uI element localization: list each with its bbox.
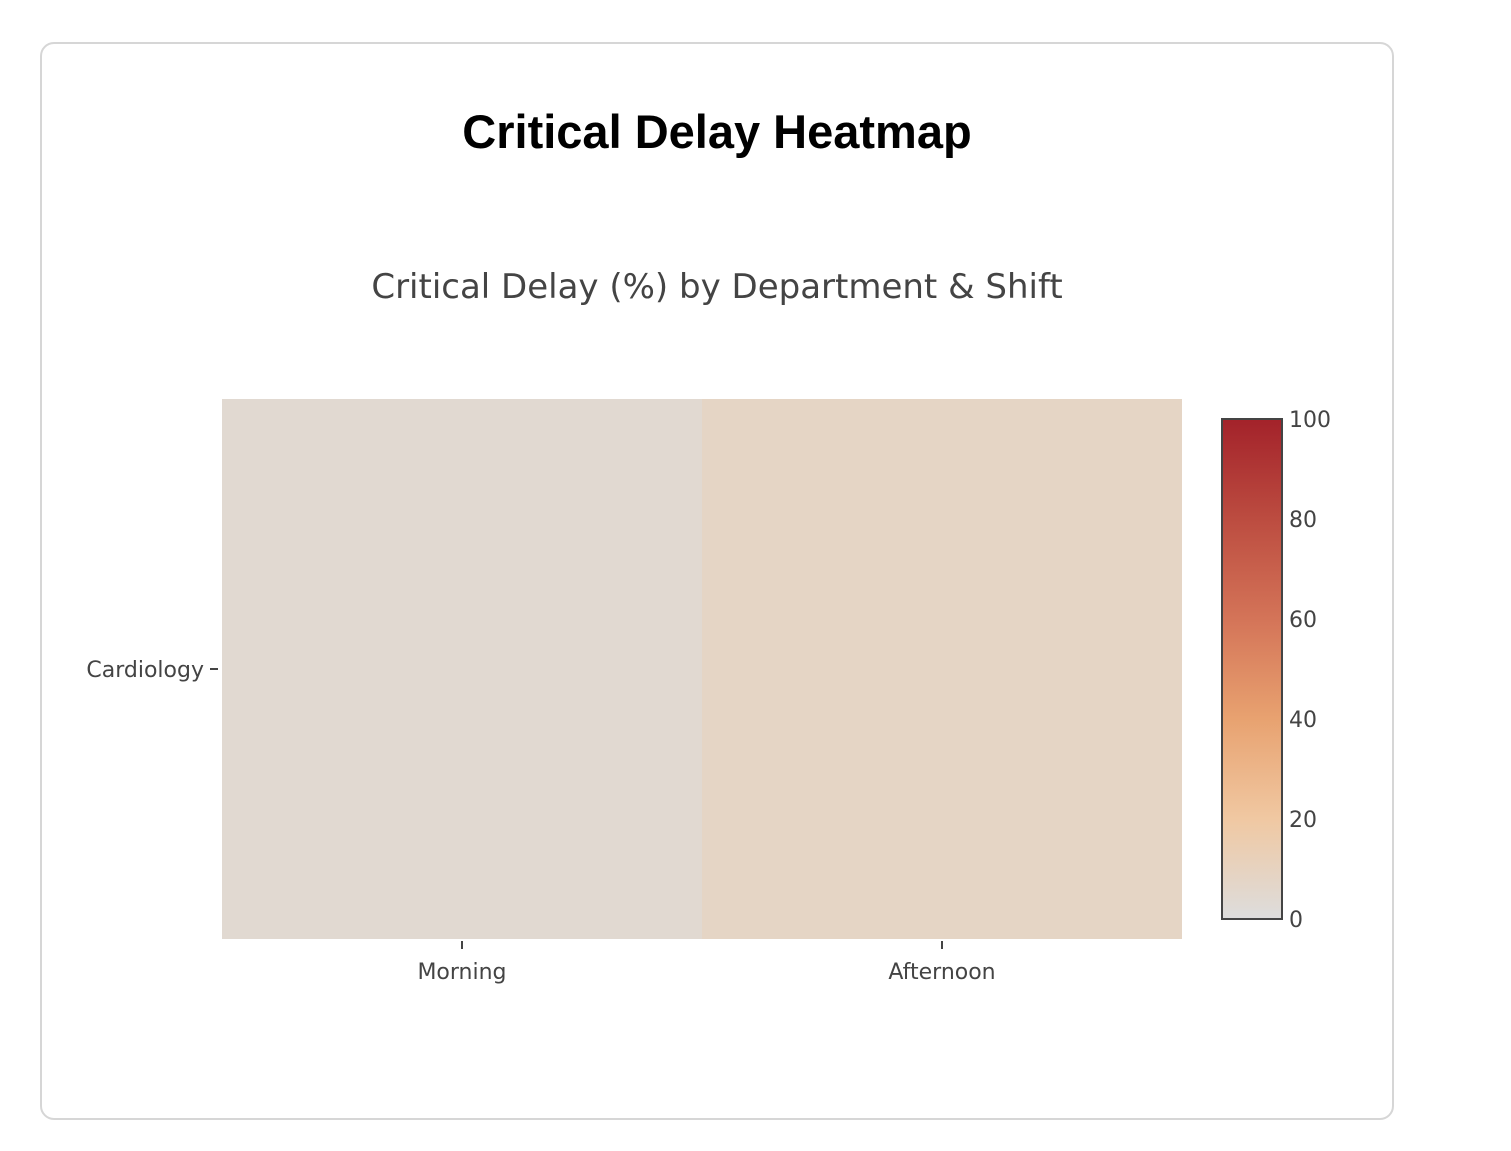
heatmap-cells [222,399,1182,939]
colorbar-scale [1221,418,1283,920]
heatmap-cell-cardiology-morning[interactable] [222,399,702,939]
x-axis: Morning Afternoon [417,941,996,985]
chart-title: Critical Delay (%) by Department & Shift [371,267,1062,307]
colorbar-tick-label: 40 [1289,708,1317,733]
heatmap-cell-cardiology-afternoon[interactable] [702,399,1182,939]
x-tick-label: Afternoon [888,960,995,985]
colorbar-tick-label: 0 [1289,908,1303,933]
colorbar-tick-label: 80 [1289,508,1317,533]
y-axis: Cardiology [86,658,218,683]
colorbar-tick-label: 60 [1289,608,1317,633]
colorbar-tick-label: 100 [1289,408,1331,433]
x-tick-label: Morning [417,960,506,985]
colorbar-tick-label: 20 [1289,808,1317,833]
colorbar: 0 20 40 60 80 100 [1221,408,1331,933]
y-tick-label: Cardiology [86,658,204,683]
page-title: Critical Delay Heatmap [462,105,972,158]
